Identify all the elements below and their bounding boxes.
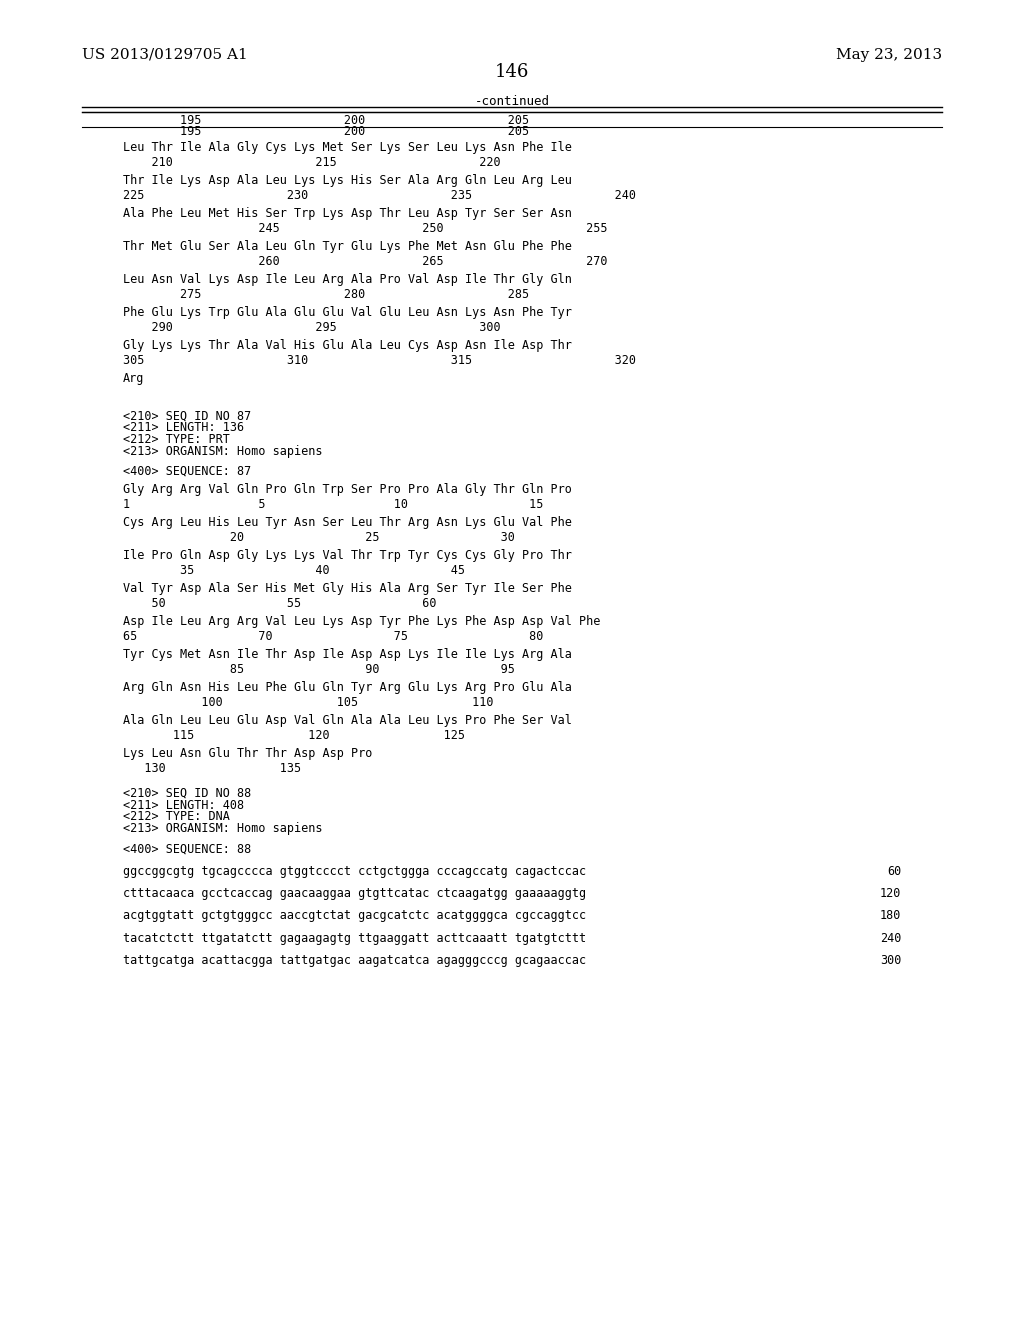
Text: 290                    295                    300: 290 295 300 bbox=[123, 321, 501, 334]
Text: 115                120                125: 115 120 125 bbox=[123, 729, 465, 742]
Text: <400> SEQUENCE: 88: <400> SEQUENCE: 88 bbox=[123, 842, 251, 855]
Text: 195                    200                    205: 195 200 205 bbox=[123, 125, 529, 139]
Text: 305                    310                    315                    320: 305 310 315 320 bbox=[123, 354, 636, 367]
Text: Tyr Cys Met Asn Ile Thr Asp Ile Asp Asp Lys Ile Ile Lys Arg Ala: Tyr Cys Met Asn Ile Thr Asp Ile Asp Asp … bbox=[123, 648, 571, 661]
Text: 210                    215                    220: 210 215 220 bbox=[123, 156, 501, 169]
Text: 85                 90                 95: 85 90 95 bbox=[123, 663, 515, 676]
Text: Arg: Arg bbox=[123, 372, 144, 385]
Text: 60: 60 bbox=[887, 865, 901, 878]
Text: Val Tyr Asp Ala Ser His Met Gly His Ala Arg Ser Tyr Ile Ser Phe: Val Tyr Asp Ala Ser His Met Gly His Ala … bbox=[123, 582, 571, 595]
Text: <212> TYPE: PRT: <212> TYPE: PRT bbox=[123, 433, 229, 446]
Text: <400> SEQUENCE: 87: <400> SEQUENCE: 87 bbox=[123, 465, 251, 478]
Text: 300: 300 bbox=[880, 954, 901, 968]
Text: tacatctctt ttgatatctt gagaagagtg ttgaaggatt acttcaaatt tgatgtcttt: tacatctctt ttgatatctt gagaagagtg ttgaagg… bbox=[123, 932, 586, 945]
Text: 35                 40                 45: 35 40 45 bbox=[123, 564, 465, 577]
Text: <211> LENGTH: 408: <211> LENGTH: 408 bbox=[123, 799, 244, 812]
Text: 245                    250                    255: 245 250 255 bbox=[123, 222, 607, 235]
Text: ctttacaaca gcctcaccag gaacaaggaa gtgttcatac ctcaagatgg gaaaaaggtg: ctttacaaca gcctcaccag gaacaaggaa gtgttca… bbox=[123, 887, 586, 900]
Text: Phe Glu Lys Trp Glu Ala Glu Glu Val Glu Leu Asn Lys Asn Phe Tyr: Phe Glu Lys Trp Glu Ala Glu Glu Val Glu … bbox=[123, 306, 571, 319]
Text: 65                 70                 75                 80: 65 70 75 80 bbox=[123, 630, 544, 643]
Text: <211> LENGTH: 136: <211> LENGTH: 136 bbox=[123, 421, 244, 434]
Text: Leu Asn Val Lys Asp Ile Leu Arg Ala Pro Val Asp Ile Thr Gly Gln: Leu Asn Val Lys Asp Ile Leu Arg Ala Pro … bbox=[123, 273, 571, 286]
Text: US 2013/0129705 A1: US 2013/0129705 A1 bbox=[82, 48, 248, 62]
Text: 20                 25                 30: 20 25 30 bbox=[123, 531, 515, 544]
Text: <210> SEQ ID NO 87: <210> SEQ ID NO 87 bbox=[123, 409, 251, 422]
Text: <213> ORGANISM: Homo sapiens: <213> ORGANISM: Homo sapiens bbox=[123, 445, 323, 458]
Text: 180: 180 bbox=[880, 909, 901, 923]
Text: Thr Ile Lys Asp Ala Leu Lys Lys His Ser Ala Arg Gln Leu Arg Leu: Thr Ile Lys Asp Ala Leu Lys Lys His Ser … bbox=[123, 174, 571, 187]
Text: 120: 120 bbox=[880, 887, 901, 900]
Text: -continued: -continued bbox=[474, 95, 550, 108]
Text: Lys Leu Asn Glu Thr Thr Asp Asp Pro: Lys Leu Asn Glu Thr Thr Asp Asp Pro bbox=[123, 747, 373, 760]
Text: Asp Ile Leu Arg Arg Val Leu Lys Asp Tyr Phe Lys Phe Asp Asp Val Phe: Asp Ile Leu Arg Arg Val Leu Lys Asp Tyr … bbox=[123, 615, 600, 628]
Text: Arg Gln Asn His Leu Phe Glu Gln Tyr Arg Glu Lys Arg Pro Glu Ala: Arg Gln Asn His Leu Phe Glu Gln Tyr Arg … bbox=[123, 681, 571, 694]
Text: Ala Phe Leu Met His Ser Trp Lys Asp Thr Leu Asp Tyr Ser Ser Asn: Ala Phe Leu Met His Ser Trp Lys Asp Thr … bbox=[123, 207, 571, 220]
Text: 225                    230                    235                    240: 225 230 235 240 bbox=[123, 189, 636, 202]
Text: Ala Gln Leu Leu Glu Asp Val Gln Ala Ala Leu Lys Pro Phe Ser Val: Ala Gln Leu Leu Glu Asp Val Gln Ala Ala … bbox=[123, 714, 571, 727]
Text: 195                    200                    205: 195 200 205 bbox=[123, 114, 529, 127]
Text: 275                    280                    285: 275 280 285 bbox=[123, 288, 529, 301]
Text: Leu Thr Ile Ala Gly Cys Lys Met Ser Lys Ser Leu Lys Asn Phe Ile: Leu Thr Ile Ala Gly Cys Lys Met Ser Lys … bbox=[123, 141, 571, 154]
Text: <213> ORGANISM: Homo sapiens: <213> ORGANISM: Homo sapiens bbox=[123, 822, 323, 836]
Text: Gly Lys Lys Thr Ala Val His Glu Ala Leu Cys Asp Asn Ile Asp Thr: Gly Lys Lys Thr Ala Val His Glu Ala Leu … bbox=[123, 339, 571, 352]
Text: Thr Met Glu Ser Ala Leu Gln Tyr Glu Lys Phe Met Asn Glu Phe Phe: Thr Met Glu Ser Ala Leu Gln Tyr Glu Lys … bbox=[123, 240, 571, 253]
Text: ggccggcgtg tgcagcccca gtggtcccct cctgctggga cccagccatg cagactccac: ggccggcgtg tgcagcccca gtggtcccct cctgctg… bbox=[123, 865, 586, 878]
Text: 146: 146 bbox=[495, 63, 529, 82]
Text: Gly Arg Arg Val Gln Pro Gln Trp Ser Pro Pro Ala Gly Thr Gln Pro: Gly Arg Arg Val Gln Pro Gln Trp Ser Pro … bbox=[123, 483, 571, 496]
Text: 130                135: 130 135 bbox=[123, 762, 301, 775]
Text: Cys Arg Leu His Leu Tyr Asn Ser Leu Thr Arg Asn Lys Glu Val Phe: Cys Arg Leu His Leu Tyr Asn Ser Leu Thr … bbox=[123, 516, 571, 529]
Text: tattgcatga acattacgga tattgatgac aagatcatca agagggcccg gcagaaccac: tattgcatga acattacgga tattgatgac aagatca… bbox=[123, 954, 586, 968]
Text: 100                105                110: 100 105 110 bbox=[123, 696, 494, 709]
Text: 1                  5                  10                 15: 1 5 10 15 bbox=[123, 498, 544, 511]
Text: acgtggtatt gctgtgggcc aaccgtctat gacgcatctc acatggggca cgccaggtcc: acgtggtatt gctgtgggcc aaccgtctat gacgcat… bbox=[123, 909, 586, 923]
Text: May 23, 2013: May 23, 2013 bbox=[836, 48, 942, 62]
Text: Ile Pro Gln Asp Gly Lys Lys Val Thr Trp Tyr Cys Cys Gly Pro Thr: Ile Pro Gln Asp Gly Lys Lys Val Thr Trp … bbox=[123, 549, 571, 562]
Text: 260                    265                    270: 260 265 270 bbox=[123, 255, 607, 268]
Text: <212> TYPE: DNA: <212> TYPE: DNA bbox=[123, 810, 229, 824]
Text: 50                 55                 60: 50 55 60 bbox=[123, 597, 436, 610]
Text: 240: 240 bbox=[880, 932, 901, 945]
Text: <210> SEQ ID NO 88: <210> SEQ ID NO 88 bbox=[123, 787, 251, 800]
